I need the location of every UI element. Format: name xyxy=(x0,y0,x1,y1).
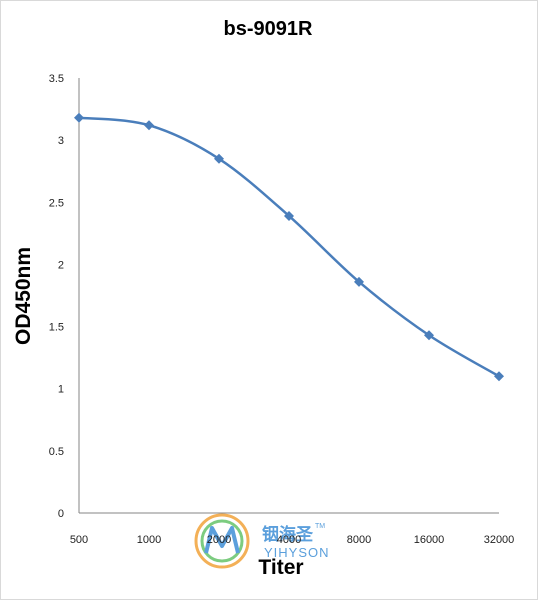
watermark-trademark: TM xyxy=(315,523,325,530)
data-point-marker xyxy=(284,210,294,221)
y-tick-label: 1 xyxy=(58,384,64,396)
x-tick-label: 32000 xyxy=(484,534,515,546)
y-tick-label: 3 xyxy=(58,135,64,147)
x-tick-label: 16000 xyxy=(414,534,445,546)
data-point-marker xyxy=(214,153,224,164)
data-point-marker xyxy=(354,276,364,287)
y-tick-label: 2 xyxy=(58,259,64,271)
y-tick-label: 2.5 xyxy=(49,197,64,209)
watermark-chinese-text: 铟海圣 xyxy=(262,524,314,545)
data-point-marker xyxy=(424,330,434,341)
yihyson-logo-icon xyxy=(194,513,250,569)
data-point-marker xyxy=(74,112,84,123)
watermark-english-text: YIHYSON xyxy=(264,545,330,560)
data-point-marker xyxy=(144,120,154,131)
watermark-logo: 铟海圣 TM YIHYSON xyxy=(194,513,330,569)
y-tick-label: 0.5 xyxy=(49,446,64,458)
plot-group xyxy=(74,112,504,382)
data-point-marker xyxy=(494,371,504,382)
x-tick-label: 4000 xyxy=(277,534,301,546)
chart-title: bs-9091R xyxy=(224,18,313,40)
y-axis-label: OD450nm xyxy=(12,247,35,345)
x-axis-label: Titer xyxy=(258,556,303,579)
x-tick-label: 500 xyxy=(70,534,88,546)
y-tick-label: 1.5 xyxy=(49,322,64,334)
axes-group: 0 0.5 1 1.5 2 2.5 3 3.5 500 1000 2000 4000 8000 16000… xyxy=(49,73,515,546)
x-tick-label: 2000 xyxy=(207,534,231,546)
series-line xyxy=(78,116,500,378)
x-tick-label: 1000 xyxy=(137,534,161,546)
y-tick-label: 3.5 xyxy=(49,73,64,85)
x-tick-label: 8000 xyxy=(347,534,371,546)
y-tick-label: 0 xyxy=(58,508,64,520)
